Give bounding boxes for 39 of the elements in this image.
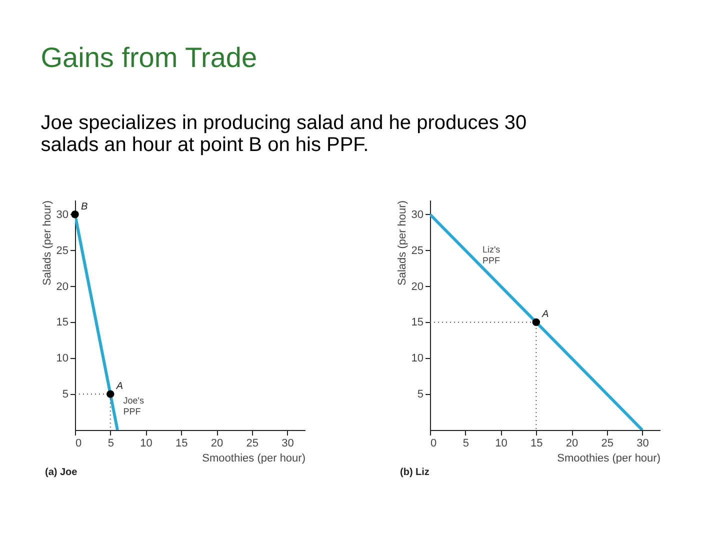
y-tick-label: 10	[56, 352, 68, 365]
x-tick-label: 20	[566, 438, 578, 450]
chart-title: Gains from Trade	[40, 42, 258, 73]
y-tick-label: 25	[56, 244, 68, 257]
series-label: Joe's PPF	[123, 395, 144, 416]
y-tick-label: 20	[56, 280, 68, 293]
x-tick-label: 15	[530, 438, 543, 450]
x-tick-label: 25	[601, 438, 614, 450]
x-tick-label: 10	[495, 438, 508, 450]
annotation: A	[115, 381, 124, 392]
x-tick-label: 5	[462, 438, 469, 450]
y-tick-label: 15	[56, 316, 68, 329]
chart-subtitle: Joe specializes in producing salad and he produces 30 salads an hour at point B on his PPF.	[40, 112, 527, 156]
series-label: Liz's PPF	[482, 244, 501, 266]
y-tick-label: 15	[411, 316, 424, 329]
y-axis-title: Salads (per hour)	[396, 200, 408, 286]
x-axis-title: Smoothies (per hour)	[202, 452, 306, 464]
x-tick-label: 25	[246, 438, 259, 450]
y-tick-label: 30	[411, 208, 424, 221]
y-tick-label: 25	[411, 244, 424, 257]
y-tick-label: 30	[56, 208, 68, 221]
y-axis-title: Salads (per hour)	[41, 200, 54, 286]
x-tick-label: 0	[76, 438, 82, 450]
x-tick-label: 20	[210, 438, 224, 450]
text: (b) Liz	[400, 467, 430, 478]
x-tick-label: 0	[430, 438, 437, 450]
y-tick-label: 5	[62, 388, 68, 401]
y-tick-label: 5	[417, 388, 424, 401]
x-tick-label: 5	[108, 438, 114, 450]
text: (a) Joe	[45, 467, 78, 478]
x-tick-label: 15	[176, 438, 188, 450]
x-tick-label: 30	[282, 438, 294, 450]
annotation: B	[81, 201, 88, 212]
y-tick-label: 10	[411, 352, 424, 365]
y-tick-label: 20	[411, 280, 424, 293]
x-axis-title: Smoothies (per hour)	[557, 452, 660, 464]
x-tick-label: 30	[636, 438, 649, 450]
x-tick-label: 10	[140, 438, 152, 450]
annotation: A	[541, 309, 550, 320]
